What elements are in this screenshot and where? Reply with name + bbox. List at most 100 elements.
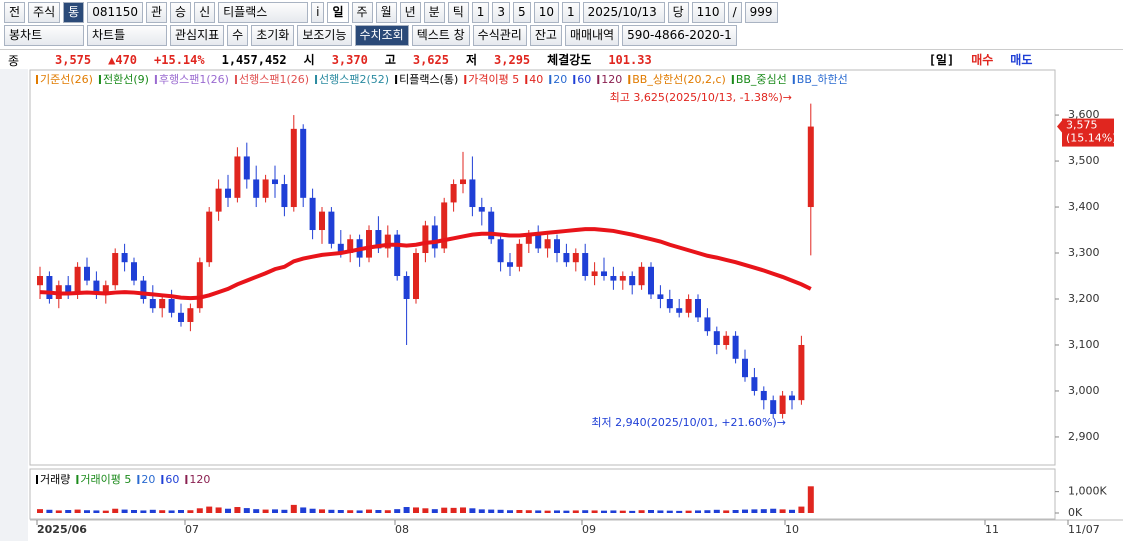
quote-strength: 101.33 (608, 52, 652, 67)
toolbar-button[interactable]: 일 (327, 1, 349, 23)
toolbar-button[interactable]: 1 (471, 1, 490, 23)
toolbar-button[interactable]: 승 (170, 1, 192, 23)
volume-bar (337, 510, 344, 513)
toolbar-button[interactable]: 차트틀 (87, 24, 167, 46)
toolbar-button[interactable]: 통 (63, 1, 85, 23)
volume-bar (704, 510, 711, 513)
candle-body (253, 179, 260, 198)
candle-body (544, 239, 551, 249)
candle-body (629, 276, 636, 286)
volume-bar (695, 510, 701, 513)
legend-swatch (597, 75, 600, 84)
toolbar-button[interactable]: 신 (194, 1, 216, 23)
toolbar-button[interactable]: 2025/10/13 (582, 1, 665, 23)
toolbar-button[interactable]: 당 (667, 1, 689, 23)
volume-bar (46, 509, 53, 513)
candle-body (497, 239, 504, 263)
volume-bar (262, 509, 269, 513)
volume-bar (319, 509, 325, 513)
toolbar-button[interactable]: / (727, 1, 742, 23)
toolbar-button[interactable]: 590-4866-2020-1 (622, 24, 737, 46)
quote-volume: 1,457,452 (221, 52, 287, 67)
toolbar-button[interactable]: 주식 (28, 1, 61, 23)
volume-bar (516, 510, 523, 513)
toolbar-button[interactable]: 전 (4, 1, 26, 23)
toolbar-button[interactable]: 틱 (447, 1, 469, 23)
volume-bar (375, 510, 382, 513)
candle-body (695, 298, 701, 318)
volume-bar (356, 510, 363, 513)
candle-body (713, 331, 720, 345)
toolbar-button[interactable]: 년 (399, 1, 421, 23)
volume-bar (591, 510, 598, 513)
legend-swatch (185, 475, 188, 484)
candle-body (131, 262, 137, 281)
toolbar-button[interactable]: 월 (375, 1, 397, 23)
volume-bar (403, 507, 410, 513)
volume-bar (666, 510, 673, 513)
toolbar-button[interactable]: i (311, 1, 325, 23)
chart: 기준선(26) 전환선(9) 후행스팬1(26) 선행스팬1(26) 선행스팬2(52)… (0, 69, 1123, 541)
quote-high: 3,625 (412, 52, 449, 67)
candle-body (601, 271, 607, 277)
toolbar-button[interactable]: 주 (351, 1, 373, 23)
candle-body (704, 317, 711, 332)
toolbar-button[interactable]: 매매내역 (564, 24, 620, 46)
quote-low_label: 저 (465, 53, 478, 67)
toolbar-button[interactable]: 3 (492, 1, 511, 23)
legend-entry: BB_하한선 (797, 72, 848, 86)
toolbar-button[interactable]: 10 (533, 1, 559, 23)
legend-entry: 60 (577, 73, 591, 86)
quote-low: 3,295 (494, 52, 531, 67)
toolbar-button[interactable]: 관심지표 (170, 24, 225, 46)
price-pane (29, 69, 1056, 466)
candle-body (196, 262, 203, 309)
volume-bar (563, 510, 570, 513)
toolbar-button[interactable]: 텍스트 창 (411, 24, 470, 46)
candle-body (676, 308, 683, 313)
candle-body (206, 211, 213, 263)
legend-swatch (98, 75, 101, 84)
legend-entry: 선행스팬1(26) (239, 73, 309, 86)
candle-body (507, 262, 513, 267)
candle-body (535, 234, 542, 249)
legend-entry: BB_중심선 (736, 73, 787, 86)
toolbar-button[interactable]: 보조기능 (297, 24, 352, 46)
volume-bar (713, 509, 720, 513)
quote-sell[interactable]: 매도 (1010, 53, 1033, 67)
toolbar-button[interactable]: 잔고 (529, 24, 562, 46)
toolbar-button[interactable]: 수치조회 (354, 24, 409, 46)
candle-body (760, 390, 767, 401)
volume-bar (742, 509, 748, 513)
toolbar-button[interactable]: 수식관리 (472, 24, 527, 46)
legend-entry: 선행스팬2(52) (319, 73, 389, 86)
candle-body (328, 211, 335, 244)
toolbar-button[interactable]: 110 (691, 1, 725, 23)
volume-bar (234, 507, 241, 513)
legend-swatch (395, 75, 398, 84)
legend-entry: BB_상한선(20,2,c) (632, 73, 726, 86)
volume-bar (215, 507, 222, 513)
toolbar-button[interactable]: 1 (561, 1, 580, 23)
candle-body (807, 126, 814, 208)
toolbar-button[interactable]: 5 (513, 1, 531, 23)
candle-body (215, 188, 222, 212)
last-price-box (1062, 118, 1114, 147)
volume-bar (309, 508, 316, 513)
volume-bar (770, 508, 777, 513)
toolbar-button[interactable]: 티플랙스 (218, 1, 309, 23)
volume-bar (413, 507, 419, 513)
toolbar-button[interactable]: 수 (227, 24, 249, 46)
toolbar-button[interactable]: 999 (744, 1, 778, 23)
candle-body (281, 184, 288, 208)
toolbar-button[interactable]: 봉차트 (4, 24, 84, 46)
toolbar-button[interactable]: 081150 (87, 1, 143, 23)
volume-bar (535, 510, 542, 513)
toolbar-button[interactable]: 초기화 (251, 24, 295, 46)
quote-buy[interactable]: 매수 (971, 53, 994, 67)
candle-body (798, 344, 805, 401)
candle-body (431, 225, 438, 249)
toolbar-button[interactable]: 분 (423, 1, 445, 23)
volume-bar (619, 510, 626, 513)
toolbar-button[interactable]: 관 (146, 1, 168, 23)
